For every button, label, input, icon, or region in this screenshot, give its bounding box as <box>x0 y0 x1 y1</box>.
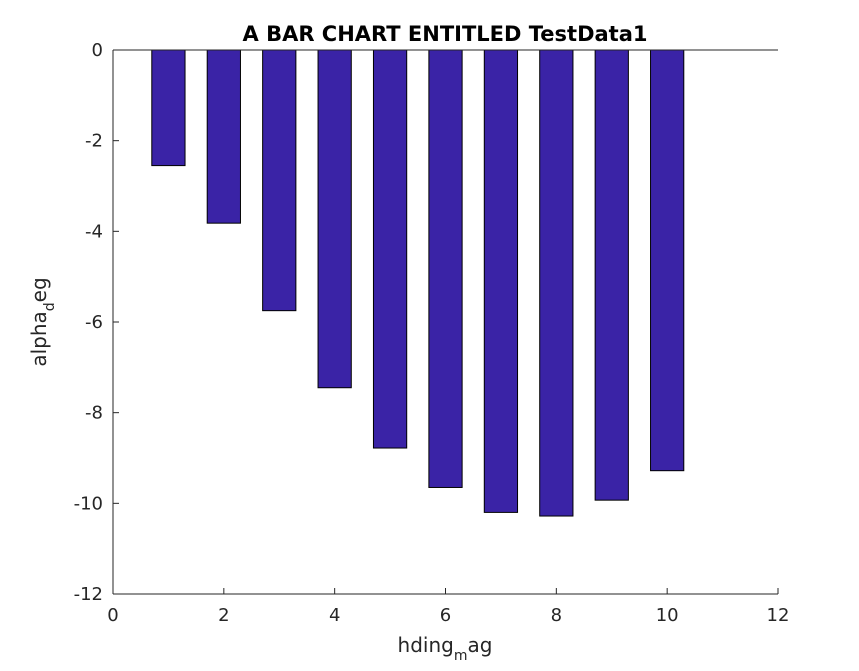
x-axis-label-base: hding <box>398 633 454 657</box>
bar-2 <box>206 49 241 224</box>
x-tick-label: 12 <box>767 605 790 626</box>
y-tick-label: -6 <box>85 312 103 333</box>
chart-title: A BAR CHART ENTITLED TestData1 <box>243 22 648 46</box>
y-axis-label-sub: d <box>42 302 58 311</box>
y-tick-label: -4 <box>85 221 103 242</box>
y-tick-label: -8 <box>85 403 103 424</box>
bar-10 <box>650 49 685 472</box>
ticks-layer: 0 2 4 6 8 10 12 0 -2 -4 -6 -8 -10 -12 <box>74 40 790 626</box>
bar-4 <box>317 49 352 389</box>
x-tick-label: 10 <box>656 605 679 626</box>
x-tick-label: 4 <box>329 605 340 626</box>
x-tick-label: 2 <box>218 605 229 626</box>
bar-8 <box>539 49 574 517</box>
bar-6 <box>428 49 463 488</box>
y-tick-label: -10 <box>74 493 103 514</box>
y-axis-label-rest: eg <box>27 277 51 302</box>
bar-7 <box>483 49 519 513</box>
x-tick-label: 6 <box>440 605 451 626</box>
x-axis-label-rest: ag <box>468 633 493 657</box>
y-tick-label: -2 <box>85 131 103 152</box>
x-tick-label: 8 <box>551 605 562 626</box>
bar-1 <box>151 49 186 167</box>
y-axis-label: alphadeg <box>27 277 58 366</box>
x-axis-label: hdingmag <box>398 633 493 664</box>
x-tick-label: 0 <box>107 605 118 626</box>
y-tick-label: -12 <box>74 584 103 605</box>
bar-3 <box>262 49 297 312</box>
bar-5 <box>372 49 408 449</box>
y-tick-label: 0 <box>92 40 103 61</box>
bar-9 <box>594 49 629 501</box>
bars-layer <box>151 49 685 517</box>
y-axis-label-base: alpha <box>27 311 51 366</box>
x-axis-label-sub: m <box>454 648 468 664</box>
